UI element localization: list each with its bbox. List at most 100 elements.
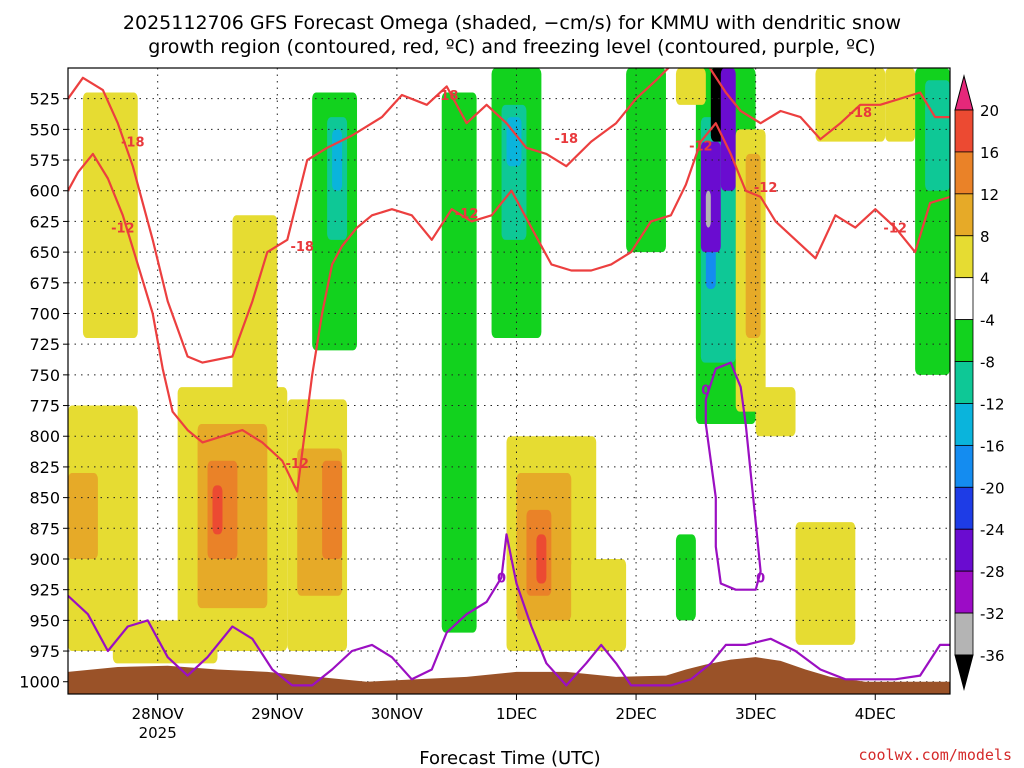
omega-region-2 [82,92,138,339]
plot-area: -18 -12 -18 -12 -18 -12 -18 -12 -12 -18 -12 0 0 0 [67,67,951,695]
x-tick-label-28NOV: 28NOV [132,705,185,723]
y-tick-label-550: 550 [29,120,60,139]
dgz-label-10: -12 [883,222,907,237]
dgz-label-0: -18 [121,136,145,151]
y-tick-label-925: 925 [29,581,60,600]
colorbar-bottom-arrow [954,654,974,691]
omega-region-37 [795,522,856,645]
omega-region-36 [675,68,706,105]
y-tick-label-750: 750 [29,366,60,385]
omega-region-5 [207,460,238,559]
colorbar-box-9 [954,486,974,530]
ground-surface-fill [68,657,950,694]
colorbar-label-12: 12 [980,186,999,204]
y-tick-label-1000: 1000 [19,673,60,692]
colorbar-box-3 [954,235,974,279]
colorbar-label--8: -8 [980,354,995,372]
dgz-label-7: -12 [689,139,713,154]
y-tick-label-950: 950 [29,611,60,630]
colorbar-label-4: 4 [980,270,990,288]
omega-region-11 [112,620,218,664]
colorbar-label--32: -32 [980,605,1005,623]
y-tick-label-525: 525 [29,90,60,109]
colorbar-box-6 [954,361,974,404]
dgz-label-9: -18 [849,106,873,121]
dgz-label-1: -12 [111,222,135,237]
colorbar-box-4 [954,277,974,321]
contour-labels: -18 -12 -18 -12 -18 -12 -18 -12 -12 -18 -12 0 0 0 [111,89,907,586]
freezing-label-1: 0 [701,384,710,399]
y-tick-label-800: 800 [29,427,60,446]
omega-region-9 [322,460,343,559]
colorbar-box-0 [954,109,974,153]
colorbar-label-16: 16 [980,144,999,162]
colorbar-top-arrow [954,74,974,111]
omega-region-41 [925,80,950,191]
colorbar-box-8 [954,444,974,488]
x-tick-label-1DEC: 1DEC [496,705,537,723]
grid-lines [68,68,950,694]
dgz-label-6: -18 [555,132,579,147]
colorbar-label--20: -20 [980,479,1005,497]
y-tick-label-850: 850 [29,489,60,508]
colorbar-label--36: -36 [980,647,1005,665]
chart-title-line-2: growth region (contoured, red, ºC) and f… [148,36,875,58]
omega-region-38 [815,68,886,142]
freezing-level-contour-3 [704,361,762,591]
y-tick-label-875: 875 [29,519,60,538]
colorbar-label--24: -24 [980,521,1005,539]
colorbar-label--16: -16 [980,437,1005,455]
colorbar: 20 16 12 8 4 -4 -8 -12 -16 -20 -24 -28 -32 -36 [954,74,1005,691]
y-tick-label-725: 725 [29,335,60,354]
omega-region-33 [745,153,761,339]
omega-region-15 [441,92,477,633]
x-tick-label-2DEC: 2DEC [616,705,657,723]
omega-region-10 [232,215,278,400]
omega-region-29 [705,190,711,228]
x-tick-label-3DEC: 3DEC [735,705,776,723]
y-tick-label-900: 900 [29,550,60,569]
omega-region-6 [212,485,223,535]
omega-region-28 [700,141,721,253]
colorbar-box-12 [954,612,974,656]
omega-region-1 [68,473,98,559]
dgz-label-2: -18 [290,240,314,255]
chart-title-line-1: 2025112706 GFS Forecast Omega (shaded, −… [123,12,901,34]
x-tick-label-29NOV: 29NOV [251,705,304,723]
colorbar-label--4: -4 [980,312,995,330]
x-tick-label-4DEC: 4DEC [855,705,896,723]
plot-frame [67,67,951,695]
y-tick-label-975: 975 [29,642,60,661]
y-axis: 525 550 575 600 625 650 675 700 725 750 775 800 825 8… [19,90,68,692]
colorbar-box-2 [954,193,974,237]
omega-region-23 [571,558,627,652]
y-tick-label-650: 650 [29,243,60,262]
contours [68,68,950,687]
y-tick-label-675: 675 [29,274,60,293]
omega-region-39 [885,68,916,142]
colorbar-box-10 [954,528,974,572]
dgz-label-5: -12 [455,207,479,222]
x-tick-label-30NOV: 30NOV [371,705,424,723]
colorbar-box-5 [954,319,974,362]
y-tick-label-700: 700 [29,304,60,323]
omega-region-22 [536,534,547,584]
freezing-label-2: 0 [756,571,765,586]
omega-region-34 [755,387,796,437]
omega-region-35 [675,534,696,621]
y-tick-label-600: 600 [29,182,60,201]
omega-shading [68,68,950,664]
y-tick-label-825: 825 [29,458,60,477]
x-axis-label: Forecast Time (UTC) [419,748,600,768]
freezing-level-contour-2 [68,533,950,687]
colorbar-label--12: -12 [980,395,1005,413]
colorbar-label--28: -28 [980,563,1005,581]
omega-region-14 [332,129,343,191]
dgz-label-8: -12 [754,181,778,196]
colorbar-box-7 [954,403,974,446]
y-tick-label-575: 575 [29,151,60,170]
y-tick-label-775: 775 [29,397,60,416]
x-tick-sublabel-28NOV: 2025 [139,724,177,742]
